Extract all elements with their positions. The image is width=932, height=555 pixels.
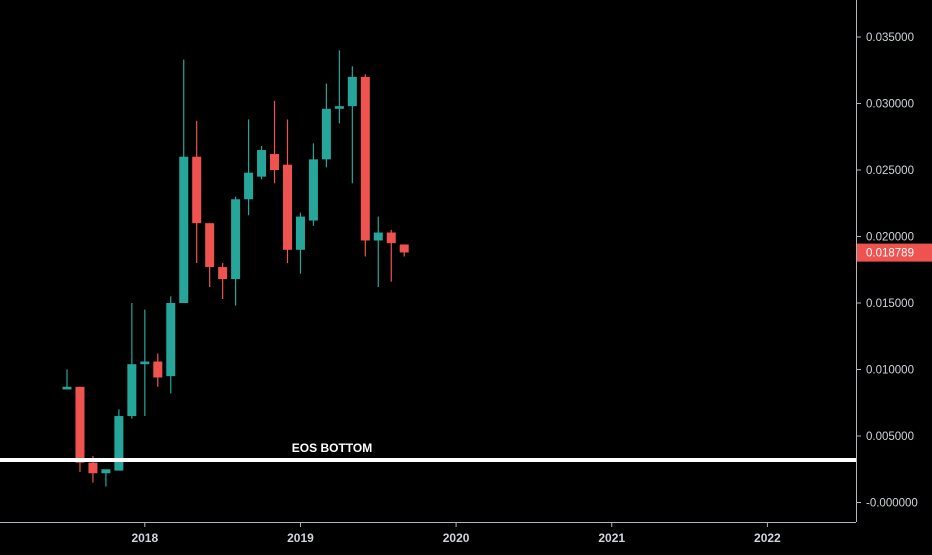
candle[interactable]	[140, 309, 150, 417]
candle-body	[153, 361, 163, 378]
candle[interactable]	[386, 229, 396, 282]
price-tick-label: 0.025000	[866, 165, 914, 177]
price-tick-label: 0.015000	[866, 298, 914, 310]
candle-body	[347, 76, 357, 107]
price-tick-label: 0.035000	[866, 32, 914, 44]
candle[interactable]	[62, 369, 72, 390]
candle[interactable]	[244, 119, 254, 216]
candle-body	[179, 156, 189, 303]
candle-body	[88, 462, 98, 474]
price-tick-label: 0.020000	[866, 232, 914, 244]
candle-body	[360, 76, 370, 241]
candle[interactable]	[360, 74, 370, 257]
candle-body	[166, 303, 176, 377]
candle-body	[127, 364, 137, 417]
time-tick-label: 2021	[598, 531, 625, 545]
candle[interactable]	[295, 212, 305, 274]
candle-body	[75, 386, 85, 463]
candle[interactable]	[334, 50, 344, 124]
candle-body	[257, 150, 267, 177]
time-tick-label: 2018	[131, 531, 158, 545]
candle-body	[321, 108, 331, 160]
candle-body	[308, 159, 318, 221]
candle[interactable]	[231, 196, 241, 306]
candle-body	[244, 172, 254, 200]
time-axis[interactable]: 2018 2019 2020 2021 2022	[131, 522, 781, 545]
price-tick-label: 0.005000	[866, 431, 914, 443]
candle-body	[231, 199, 241, 280]
annotations: EOS BOTTOM 0.018789	[0, 243, 932, 462]
candle-body	[218, 267, 228, 280]
candle-body	[270, 154, 280, 170]
candle-body	[114, 416, 124, 471]
candle[interactable]	[321, 83, 331, 168]
candle[interactable]	[75, 386, 85, 472]
candle-body	[192, 156, 202, 224]
price-tick-label: 0.010000	[866, 365, 914, 377]
candle[interactable]	[257, 146, 267, 180]
time-tick-label: 2020	[443, 531, 470, 545]
candle[interactable]	[373, 216, 383, 288]
candle-body	[140, 361, 150, 365]
candle[interactable]	[127, 303, 137, 419]
candle-body	[399, 244, 409, 253]
candle[interactable]	[205, 223, 215, 288]
eos-bottom-label: EOS BOTTOM	[292, 441, 372, 455]
candle[interactable]	[179, 59, 189, 303]
candle[interactable]	[270, 100, 280, 184]
candle[interactable]	[166, 296, 176, 394]
candle-body	[373, 232, 383, 241]
time-tick-label: 2019	[287, 531, 314, 545]
candle[interactable]	[399, 244, 409, 257]
candle-body	[386, 232, 396, 244]
candle[interactable]	[192, 120, 202, 264]
candle-body	[101, 469, 111, 474]
candle[interactable]	[153, 353, 163, 387]
current-price-badge	[857, 243, 932, 262]
candle[interactable]	[282, 119, 292, 264]
price-axis[interactable]: 0.035000 0.030000 0.025000 0.020000 0.015000…	[856, 32, 918, 510]
candle-body	[282, 164, 292, 250]
time-tick-label: 2022	[754, 531, 781, 545]
candle-body	[334, 106, 344, 109]
candle-body	[62, 386, 72, 390]
candle[interactable]	[347, 66, 357, 184]
candle[interactable]	[101, 469, 111, 487]
price-tick-label: 0.030000	[866, 99, 914, 111]
candle-body	[295, 216, 305, 250]
candle-body	[205, 223, 215, 268]
price-tick-label: -0.000000	[866, 498, 918, 510]
plot-area	[62, 50, 409, 487]
candle[interactable]	[218, 263, 228, 300]
current-price-label: 0.018789	[866, 248, 914, 260]
candle[interactable]	[308, 143, 318, 226]
